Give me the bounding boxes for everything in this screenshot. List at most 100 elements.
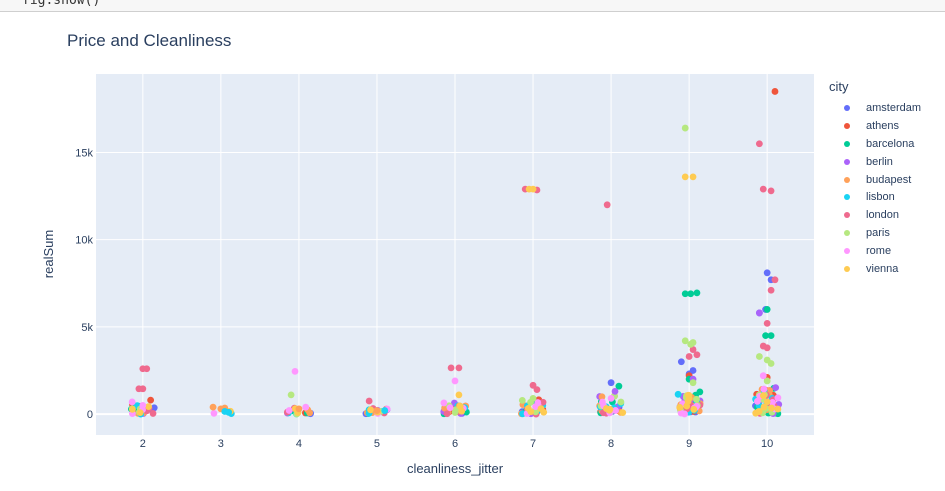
- legend-title: city: [829, 79, 849, 94]
- code-cell[interactable]: fig.show(): [0, 0, 945, 12]
- legend-item-berlin[interactable]: berlin: [829, 153, 939, 171]
- scatter-point-rome: [139, 401, 147, 409]
- scatter-point-budapest: [209, 403, 217, 411]
- code-text: fig.show(): [22, 0, 101, 8]
- legend-items: amsterdam athens barcelona berlin budapest li…: [829, 99, 939, 278]
- legend-item-rome[interactable]: rome: [829, 242, 939, 260]
- scatter-point-london: [139, 385, 147, 393]
- legend-item-lisbon[interactable]: lisbon: [829, 188, 939, 206]
- legend-marker-icon: [844, 265, 850, 272]
- x-tick-label: 2: [140, 438, 146, 450]
- x-tick-label: 7: [530, 438, 536, 450]
- scatter-point-paris: [529, 394, 537, 402]
- scatter-point-lisbon: [225, 408, 233, 416]
- y-tick-label: 10k: [75, 235, 93, 247]
- scatter-point-rome: [760, 385, 768, 393]
- legend-item-budapest[interactable]: budapest: [829, 171, 939, 189]
- scatter-point-paris: [518, 397, 526, 404]
- scatter-point-budapest: [306, 409, 314, 417]
- axis-ticks: 2 3 4 5 6 7 8 9 10 0 5k 10k 15k: [75, 147, 773, 450]
- scatter-point-london: [693, 351, 701, 359]
- legend-item-amsterdam[interactable]: amsterdam: [829, 99, 939, 117]
- scatter-point-barcelona: [693, 289, 701, 297]
- scatter-point-london: [759, 185, 767, 193]
- legend-marker-icon: [844, 176, 850, 183]
- x-tick-label: 3: [218, 438, 224, 450]
- legend-item-barcelona[interactable]: barcelona: [829, 135, 939, 153]
- scatter-point-lisbon: [674, 390, 682, 398]
- scatter-point-paris: [287, 391, 295, 399]
- legend-label: lisbon: [866, 191, 895, 204]
- legend-item-paris[interactable]: paris: [829, 224, 939, 242]
- scatter-point-paris: [689, 339, 697, 346]
- scatter-point-london: [143, 365, 151, 373]
- legend-item-vienna[interactable]: vienna: [829, 260, 939, 278]
- scatter-point-vienna: [685, 394, 693, 402]
- scatter-point-berlin: [611, 388, 619, 395]
- scatter-point-rome: [285, 407, 293, 414]
- scatter-point-london: [685, 353, 693, 360]
- legend-marker-icon: [844, 104, 850, 111]
- x-tick-label: 9: [686, 438, 692, 450]
- legend-marker-icon: [844, 212, 850, 219]
- scatter-point-london: [443, 410, 451, 418]
- scatter-point-vienna: [136, 409, 144, 417]
- scatter-point-paris: [763, 377, 771, 385]
- scatter-point-london: [763, 319, 771, 327]
- scatter-point-paris: [617, 398, 625, 406]
- legend-label: berlin: [866, 155, 893, 168]
- legend-item-london[interactable]: london: [829, 206, 939, 224]
- scatter-point-rome: [677, 409, 685, 417]
- y-axis-label: realSum: [41, 230, 56, 278]
- scatter-point-vienna: [455, 391, 463, 399]
- scatter-point-london: [771, 276, 779, 284]
- scatter-point-vienna: [145, 403, 152, 411]
- legend-marker-icon: [844, 122, 850, 129]
- scatter-point-vienna: [689, 173, 697, 181]
- scatter-point-rome: [759, 372, 767, 380]
- legend-marker-icon: [844, 158, 850, 165]
- y-tick-label: 5k: [81, 322, 93, 334]
- scatter-point-rome: [607, 394, 615, 402]
- scatter-point-barcelona: [681, 290, 689, 298]
- scatter-point-paris: [755, 353, 763, 360]
- scatter-point-rome: [440, 399, 448, 407]
- legend-label: london: [866, 209, 900, 222]
- scatter-point-paris: [693, 395, 700, 403]
- scatter-point-vienna: [524, 404, 532, 412]
- scatter-point-lisbon: [381, 407, 389, 414]
- legend-item-athens[interactable]: athens: [829, 117, 939, 135]
- scatter-point-barcelona: [696, 388, 704, 396]
- scatter-point-vienna: [456, 402, 464, 410]
- legend-marker-icon: [844, 194, 850, 201]
- scatter-point-london: [455, 364, 463, 372]
- x-axis-label: cleanliness_jitter: [407, 461, 504, 476]
- scatter-point-budapest: [598, 393, 606, 401]
- scatter-point-barcelona: [762, 332, 770, 339]
- legend-label: athens: [866, 119, 900, 132]
- scatter-point-london: [533, 386, 541, 394]
- legend-label: amsterdam: [866, 101, 922, 114]
- scatter-point-paris: [681, 124, 689, 132]
- scatter-point-paris: [689, 379, 697, 387]
- scatter-point-vienna: [676, 404, 684, 411]
- scatter-point-berlin: [755, 309, 763, 317]
- scatter-point-london: [763, 344, 771, 352]
- x-tick-label: 4: [296, 438, 302, 450]
- scatter-point-london: [755, 140, 763, 148]
- legend-label: budapest: [866, 173, 912, 186]
- scatter-point-vienna: [763, 398, 771, 406]
- scatter-point-rome: [210, 409, 218, 417]
- scatter-point-vienna: [760, 403, 768, 411]
- scatter-point-rome: [446, 404, 454, 412]
- scatter-point-london: [149, 410, 157, 417]
- scatter-point-rome: [451, 377, 459, 385]
- scatter-point-vienna: [458, 407, 466, 415]
- legend-marker-icon: [844, 140, 850, 147]
- x-tick-label: 8: [608, 438, 614, 450]
- scatter-point-rome: [769, 398, 776, 406]
- scatter-point-vienna: [774, 405, 782, 413]
- scatter-point-rome: [612, 407, 619, 414]
- scatter-point-paris: [681, 337, 689, 345]
